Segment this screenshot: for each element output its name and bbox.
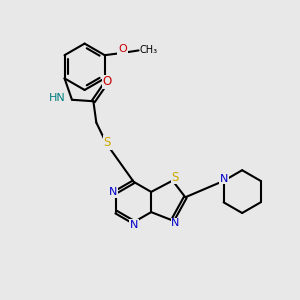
Text: CH₃: CH₃ (139, 45, 157, 56)
Text: S: S (103, 136, 111, 149)
Text: O: O (102, 75, 112, 88)
Text: O: O (118, 44, 127, 54)
Text: S: S (171, 170, 178, 184)
Text: N: N (130, 220, 138, 230)
Text: N: N (220, 174, 228, 184)
Text: N: N (171, 218, 180, 228)
Text: HN: HN (49, 93, 65, 103)
Text: N: N (109, 187, 117, 197)
